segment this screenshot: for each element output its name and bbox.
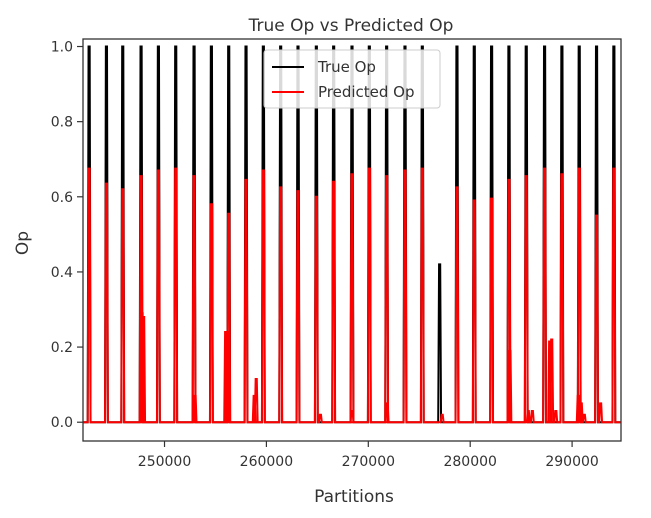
x-tick-label: 290000: [545, 454, 598, 470]
y-tick-label: 0.2: [51, 340, 73, 356]
y-axis-label: Op: [13, 231, 33, 255]
legend-box: [263, 49, 441, 109]
legend-label-predicted-op: Predicted Op: [318, 83, 415, 101]
x-axis-label: Partitions: [314, 487, 394, 507]
x-axis: 250000 260000 270000 280000 290000: [138, 441, 599, 470]
predicted-op-line: [83, 167, 621, 424]
y-tick-label: 0.6: [51, 190, 73, 206]
legend: True Op Predicted Op: [263, 49, 441, 109]
y-tick-label: 0.0: [51, 415, 73, 431]
y-tick-label: 0.4: [51, 265, 73, 281]
x-tick-label: 260000: [240, 454, 293, 470]
y-tick-label: 0.8: [51, 115, 73, 131]
chart-title: True Op vs Predicted Op: [248, 16, 454, 36]
predicted-op-series: [83, 167, 621, 424]
y-tick-label: 1.0: [51, 40, 73, 56]
x-tick-label: 270000: [342, 454, 395, 470]
x-tick-label: 250000: [138, 454, 191, 470]
y-axis: 0.0 0.2 0.4 0.6 0.8 1.0: [51, 40, 83, 431]
plot-frame: [82, 38, 622, 442]
legend-label-true-op: True Op: [317, 58, 376, 76]
x-tick-label: 280000: [443, 454, 496, 470]
